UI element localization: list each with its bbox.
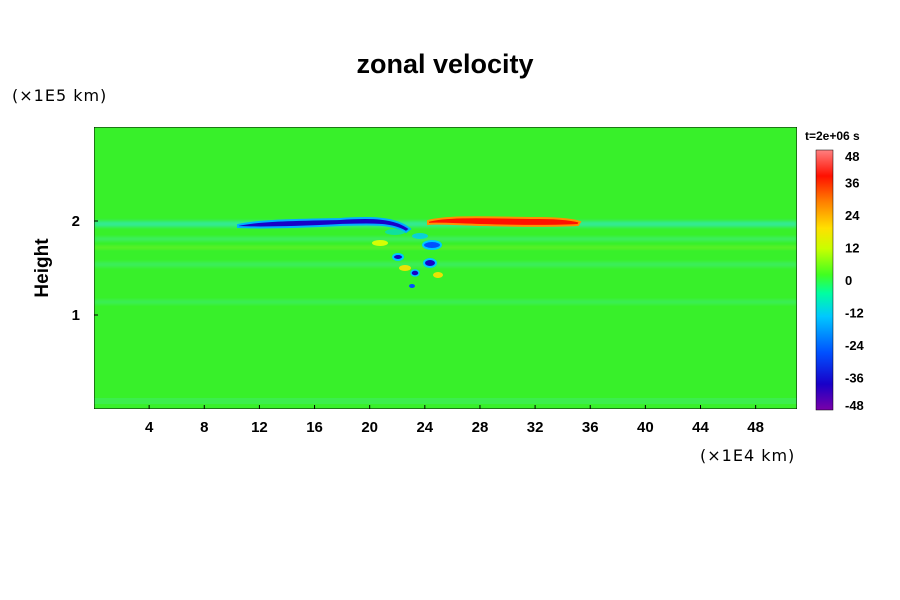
positive-jet — [427, 216, 582, 227]
y-axis-unit: (×1E5 km) — [12, 86, 107, 105]
x-tick-label: 4 — [145, 419, 154, 436]
field-background — [94, 127, 797, 409]
x-tick-label: 40 — [637, 419, 654, 436]
colorbar-ticks: 48 36 24 12 0 -12 -24 -36 -48 — [845, 149, 865, 413]
y-axis-label: Height — [32, 238, 53, 298]
x-tick-label: 28 — [472, 419, 489, 436]
colorbar-tick-label: 24 — [845, 208, 860, 223]
x-tick-label: 48 — [747, 419, 764, 436]
colorbar-tick-label: -36 — [845, 371, 864, 386]
colorbar-tick-label: 12 — [845, 241, 859, 256]
x-tick-label: 12 — [251, 419, 268, 436]
colorbar-tick-label: 0 — [845, 273, 852, 288]
band-yellow-1 — [94, 246, 797, 249]
x-tick-label: 32 — [527, 419, 544, 436]
x-tick-label: 24 — [416, 419, 433, 436]
y-axis: 12 — [72, 213, 98, 324]
chart-title: zonal velocity — [356, 49, 533, 79]
negative-jet — [237, 217, 412, 234]
x-tick-label: 20 — [361, 419, 378, 436]
y-tick-label: 2 — [72, 213, 80, 230]
colorbar-tick-label: 36 — [845, 176, 859, 191]
x-tick-label: 44 — [692, 419, 709, 436]
band-cyan-2 — [94, 262, 797, 267]
time-label: t=2e+06 s — [805, 129, 860, 143]
band-cyan-1 — [94, 237, 797, 241]
colorbar — [815, 149, 834, 411]
band-bottom — [94, 398, 797, 404]
colorbar-tick-label: -48 — [845, 398, 864, 413]
x-tick-label: 16 — [306, 419, 323, 436]
heatmap-field — [94, 127, 797, 409]
x-tick-label: 8 — [200, 419, 208, 436]
y-tick-label: 1 — [72, 307, 80, 324]
band-cyan-3 — [94, 300, 797, 304]
x-axis: 4 8 12 16 20 24 28 32 36 40 44 48 — [145, 405, 764, 436]
x-tick-label: 36 — [582, 419, 599, 436]
colorbar-tick-label: -12 — [845, 306, 864, 321]
x-axis-unit: (×1E4 km) — [700, 446, 795, 465]
eddy-cluster — [372, 229, 443, 288]
colorbar-tick-label: 48 — [845, 149, 859, 164]
colorbar-tick-label: -24 — [845, 338, 865, 353]
